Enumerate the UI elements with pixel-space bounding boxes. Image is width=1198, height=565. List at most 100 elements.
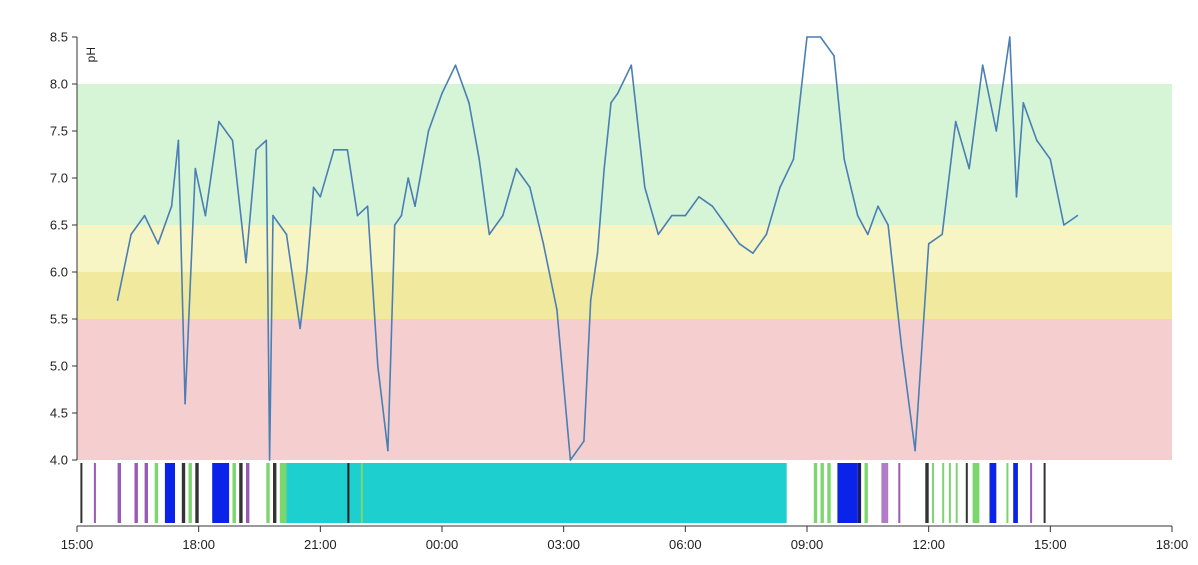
- ph-point: [900, 346, 903, 349]
- ph-point: [312, 186, 315, 189]
- event-segment: [813, 463, 818, 523]
- ph-point: [981, 64, 984, 66]
- event-segment: [286, 463, 787, 523]
- event-segment: [1006, 463, 1009, 523]
- ph-point: [644, 186, 646, 189]
- ph-point: [954, 120, 957, 123]
- event-segment: [246, 463, 250, 523]
- event-segment: [932, 463, 934, 523]
- event-segment: [212, 463, 230, 523]
- event-segment: [820, 463, 824, 523]
- ph-point: [299, 327, 301, 330]
- event-segment: [134, 463, 138, 523]
- ph-point: [806, 36, 808, 38]
- event-segment: [232, 463, 236, 523]
- event-segment: [1013, 463, 1018, 523]
- event-segment: [989, 463, 997, 523]
- event-segment: [93, 463, 96, 523]
- ph-point: [556, 308, 558, 311]
- ph-point: [177, 139, 180, 142]
- ph-point: [819, 36, 822, 38]
- y-tick-label: 4.0: [50, 453, 68, 468]
- event-segment: [279, 463, 287, 523]
- y-tick-label: 6.0: [50, 265, 68, 280]
- ph-point: [1076, 214, 1079, 217]
- y-tick-label: 7.5: [50, 124, 68, 139]
- ph-point: [1015, 196, 1018, 198]
- ph-point: [596, 252, 599, 254]
- ph-point: [468, 102, 470, 104]
- event-segment: [188, 463, 192, 523]
- y-tick-label: 6.5: [50, 218, 68, 233]
- ph-point: [1036, 139, 1038, 142]
- event-segment: [266, 463, 270, 523]
- y-axis: 4.0 4.5 5.0 5.5 6.0 6.5 7.0 7.5 8.0 8.5: [50, 30, 78, 468]
- event-bar: [80, 463, 1046, 523]
- ph-point: [427, 130, 430, 132]
- ph-point: [887, 224, 889, 226]
- ph-point: [268, 459, 271, 461]
- ph-range-bands: [77, 84, 1172, 460]
- y-axis-label: pH: [84, 47, 98, 62]
- ph-point: [630, 64, 633, 66]
- y-tick-label: 5.5: [50, 312, 68, 327]
- ph-point: [616, 92, 619, 95]
- ph-point: [255, 149, 257, 151]
- ph-band-2: [77, 272, 1172, 319]
- ph-band-1: [77, 225, 1172, 272]
- ph-point: [400, 214, 403, 217]
- event-segment: [965, 463, 968, 523]
- event-segment: [117, 463, 121, 523]
- x-tick-label: 15:00: [1034, 537, 1067, 552]
- y-tick-label: 7.0: [50, 171, 68, 186]
- event-segment: [857, 463, 862, 523]
- ph-point: [1009, 36, 1011, 38]
- y-tick-label: 8.0: [50, 77, 68, 92]
- x-tick-label: 21:00: [304, 537, 337, 552]
- event-segment: [942, 463, 945, 523]
- ph-point: [393, 224, 396, 226]
- ph-point: [116, 299, 119, 302]
- ph-point: [589, 299, 592, 302]
- ph-point: [366, 205, 369, 207]
- ph-point: [346, 149, 349, 151]
- ph-point: [779, 186, 781, 189]
- ph-point: [143, 214, 146, 217]
- ph-point: [610, 102, 612, 104]
- y-tick-label: 5.0: [50, 359, 68, 374]
- ph-point: [968, 167, 970, 170]
- ph-point: [184, 402, 186, 405]
- event-segment: [898, 463, 901, 523]
- ph-point: [502, 214, 504, 217]
- ph-point: [1022, 102, 1025, 104]
- event-segment: [1043, 463, 1046, 523]
- ph-line-0: [116, 36, 1078, 461]
- ph-point: [752, 252, 754, 254]
- ph-point: [856, 214, 859, 217]
- ph-point: [218, 120, 220, 123]
- ph-point: [995, 130, 998, 132]
- event-segment: [1030, 463, 1033, 523]
- ph-point: [356, 214, 359, 217]
- ph-series: [116, 36, 1079, 461]
- ph-point: [833, 55, 835, 57]
- ph-point: [529, 186, 531, 189]
- ph-point: [333, 149, 335, 151]
- ph-point: [441, 92, 443, 95]
- event-segment: [948, 463, 951, 523]
- ph-point: [671, 214, 673, 217]
- y-tick-label: 4.5: [50, 406, 68, 421]
- ph-point: [941, 233, 943, 236]
- x-tick-label: 15:00: [61, 537, 94, 552]
- ph-point: [684, 214, 687, 217]
- ph-point: [204, 214, 207, 217]
- ph-point: [272, 214, 274, 217]
- event-segment: [881, 463, 889, 523]
- ph-point: [170, 205, 173, 207]
- event-segment: [972, 463, 980, 523]
- ph-point: [867, 233, 869, 236]
- x-tick-label: 00:00: [426, 537, 459, 552]
- event-segment: [164, 463, 175, 523]
- event-segment: [360, 463, 363, 523]
